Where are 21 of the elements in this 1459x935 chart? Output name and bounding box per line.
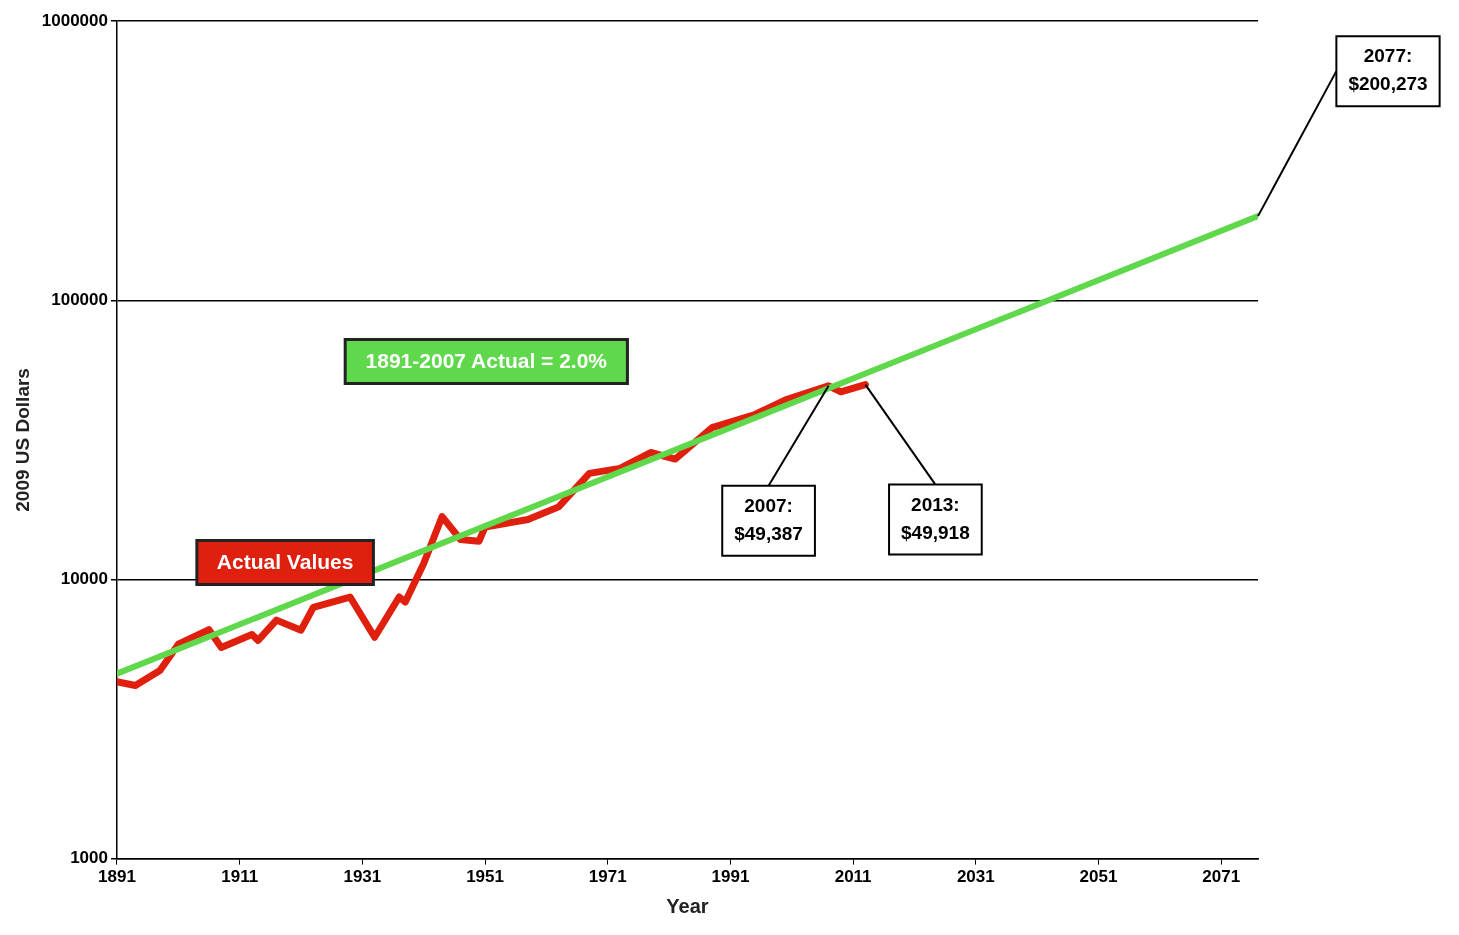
y-tick-label: 10000 (60, 569, 108, 589)
x-tick-label: 1891 (98, 867, 136, 887)
x-tick-label: 1931 (343, 867, 382, 887)
y-tick-label: 100000 (51, 290, 108, 310)
y-tick-label: 1000000 (41, 10, 108, 30)
text: 1891-2007 Actual = 2.0% (365, 349, 608, 373)
x-tick-label: 2071 (1202, 867, 1241, 887)
annotation: 2013: $49,918 (901, 493, 970, 543)
x-tick-label: 2011 (834, 867, 872, 887)
series-label: Actual Values (216, 550, 354, 574)
annotation: 2077: $200,273 (1348, 45, 1428, 95)
x-tick-label: 1971 (588, 867, 627, 887)
y-axis-title: 2009 US Dollars (11, 368, 33, 512)
x-tick-label: 1911 (221, 867, 259, 887)
x-tick-label: 2051 (1079, 867, 1118, 887)
x-axis-title: Year (666, 894, 709, 917)
y-tick-label: 1000 (70, 848, 108, 868)
annotation: 2007: $49,387 (734, 495, 803, 545)
x-tick-label: 1951 (466, 867, 504, 887)
x-tick-label: 2031 (956, 867, 995, 887)
x-tick-label: 1991 (711, 867, 750, 887)
